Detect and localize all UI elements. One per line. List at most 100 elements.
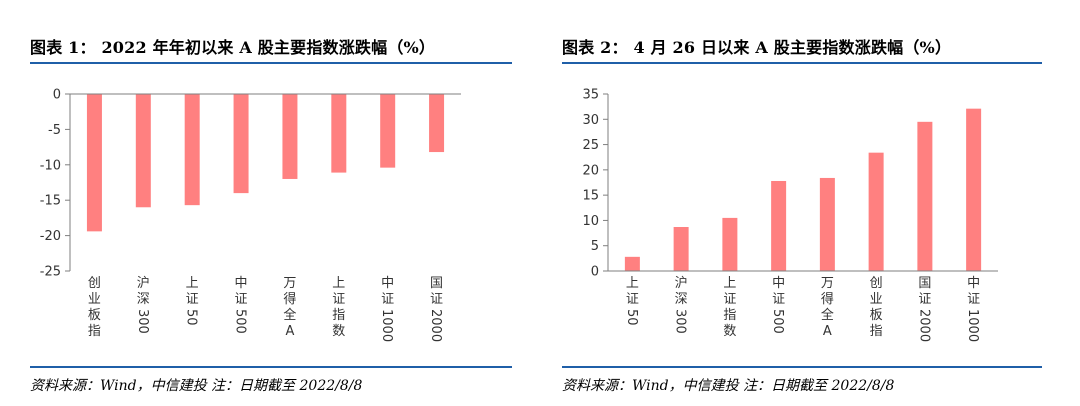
y-tick-label: 0	[591, 265, 599, 280]
category-label-text: 指	[88, 324, 101, 339]
y-tick-label: -5	[48, 123, 61, 138]
bottom-rule	[30, 366, 512, 368]
category-label-text: 证	[381, 292, 394, 307]
category-label-text: 50	[184, 309, 199, 326]
category-label-text: 300	[673, 309, 688, 334]
bar-chart-2: 05101520253035上证50沪深300上证指数中证500万得全A创业板指…	[582, 88, 998, 342]
bottom-rule	[562, 366, 1042, 368]
category-label-text: 500	[770, 309, 785, 334]
category-label-text: 得	[283, 291, 296, 307]
category-label-text: 证	[430, 292, 443, 307]
category-label-text: A	[823, 324, 832, 339]
category-label-text: 证	[918, 292, 931, 307]
y-tick-label: -15	[40, 194, 61, 209]
category-label: 沪深 300	[135, 275, 150, 334]
category-label-text: 证	[723, 292, 736, 307]
bar	[771, 180, 787, 271]
category-label: 中证 500	[770, 276, 785, 334]
category-label-text: 板	[870, 308, 883, 323]
category-label-text: 上	[723, 276, 736, 291]
category-label-text: 数	[332, 324, 345, 339]
bar	[868, 152, 884, 271]
category-label-text: 1000	[965, 309, 980, 342]
category-label-text: 业	[88, 292, 101, 307]
chart-title: 图表 1： 2022 年年初以来 A 股主要指数涨跌幅（%）	[30, 38, 436, 57]
bar	[429, 94, 445, 153]
category-label-text: A	[285, 324, 294, 339]
bar	[917, 121, 933, 271]
bar-chart-1: 0-5-10-15-20-25创业板指沪深300上证50中证500万得全A上证指…	[40, 88, 461, 342]
bar	[819, 177, 835, 271]
category-label-text: 中	[772, 276, 785, 291]
category-label-text: 沪	[137, 275, 150, 291]
y-tick-label: 5	[591, 239, 599, 254]
bar	[722, 217, 738, 271]
category-label: 国证 2000	[428, 276, 443, 342]
category-label-text: 深	[137, 292, 150, 307]
y-tick-label: 0	[53, 88, 61, 103]
category-label: 上证 50	[624, 276, 639, 326]
category-label-text: 沪	[675, 275, 688, 291]
category-label-text: 指	[870, 324, 883, 339]
bar	[282, 94, 298, 179]
bar	[966, 108, 982, 271]
bar	[184, 94, 200, 206]
source-note: 资料来源：Wind，中信建投 注：日期截至 2022/8/8	[30, 378, 363, 394]
y-tick-label: -10	[40, 158, 61, 173]
y-tick-label: 15	[582, 189, 599, 204]
category-label-text: 创	[88, 276, 101, 291]
category-label-text: 中	[967, 276, 980, 291]
category-label-text: 上	[626, 276, 639, 291]
category-label-text: 万	[283, 276, 296, 291]
category-label-text: 全	[821, 307, 834, 323]
category-label-text: 指	[723, 308, 736, 323]
y-tick-label: 25	[582, 138, 599, 153]
category-label-text: 证	[186, 292, 199, 307]
bar	[233, 94, 249, 194]
top-rule	[30, 62, 512, 64]
category-label-text: 中	[381, 276, 394, 291]
category-label-text: 证	[626, 292, 639, 307]
category-label: 国证 2000	[916, 276, 931, 342]
bar	[331, 94, 347, 173]
category-label: 沪深 300	[673, 275, 688, 334]
category-label-text: 板	[88, 308, 101, 323]
category-label-text: 300	[135, 309, 150, 334]
category-label: 中证 1000	[379, 276, 394, 342]
bar	[380, 94, 396, 168]
category-label-text: 万	[821, 276, 834, 291]
category-label-text: 500	[233, 309, 248, 334]
category-label-text: 业	[870, 292, 883, 307]
y-tick-label: 35	[582, 88, 599, 103]
category-label-text: 深	[675, 292, 688, 307]
y-tick-label: 10	[582, 214, 599, 229]
category-label-text: 1000	[379, 309, 394, 342]
category-label: 中证 500	[233, 276, 248, 334]
category-label-text: 上	[332, 276, 345, 291]
source-note: 资料来源：Wind，中信建投 注：日期截至 2022/8/8	[562, 378, 895, 394]
category-label-text: 2000	[916, 309, 931, 342]
category-label-text: 得	[821, 291, 834, 307]
category-label-text: 指	[332, 308, 345, 323]
category-label-text: 上	[186, 276, 199, 291]
y-tick-label: 30	[582, 113, 599, 128]
y-tick-label: -20	[40, 229, 61, 244]
category-label: 中证 1000	[965, 276, 980, 342]
category-label-text: 全	[283, 307, 296, 323]
bar	[673, 227, 689, 271]
category-label-text: 证	[967, 292, 980, 307]
bar	[135, 94, 151, 208]
category-label-text: 证	[332, 292, 345, 307]
category-label-text: 数	[723, 324, 736, 339]
y-tick-label: 20	[582, 163, 599, 178]
category-label-text: 国	[918, 276, 931, 291]
y-tick-label: -25	[40, 265, 61, 280]
category-label-text: 中	[235, 276, 248, 291]
category-label-text: 50	[624, 309, 639, 326]
category-label-text: 创	[870, 276, 883, 291]
